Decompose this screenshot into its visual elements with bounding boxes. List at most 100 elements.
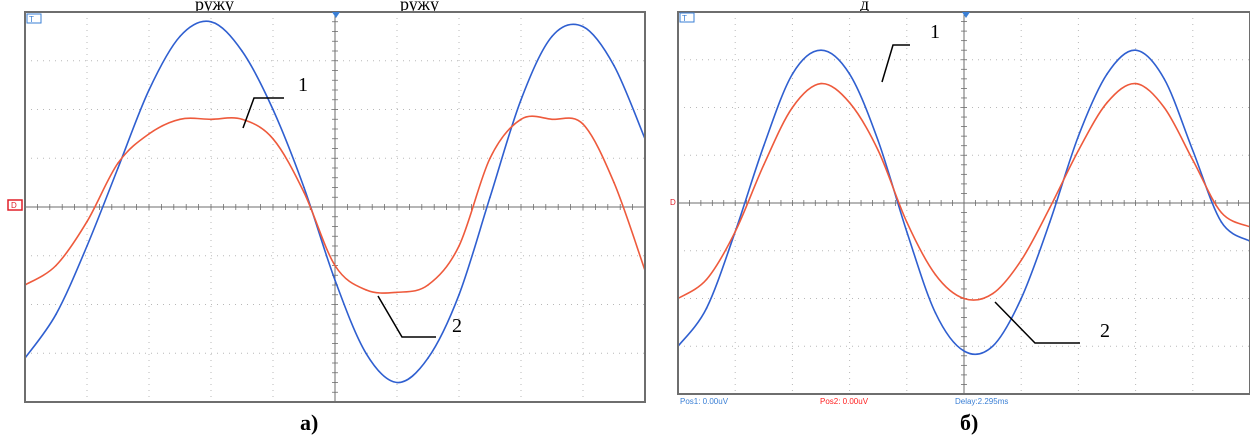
callout-2-line-b <box>994 301 1080 344</box>
trace-point-1-b <box>791 73 794 75</box>
panel-a-caption: а) <box>300 410 318 435</box>
trace-point-1-a <box>148 89 150 91</box>
trace-point-1-a <box>613 64 615 67</box>
svg-text:D: D <box>670 198 676 207</box>
trace-point-1-a <box>303 186 305 189</box>
ground-marker-a: D <box>7 199 23 211</box>
trace-point-2-a <box>148 133 150 135</box>
trace-point-1-b <box>1134 49 1137 51</box>
trace-point-1-b <box>991 345 994 348</box>
ground-marker-b: D <box>670 198 676 207</box>
callout-2-label-a: 2 <box>452 315 462 337</box>
panel-a-grid <box>24 11 646 403</box>
trace-point-2-a <box>55 264 57 267</box>
trace-point-2-a <box>427 284 429 286</box>
channel-1-marker-b: T <box>679 12 695 23</box>
svg-text:T: T <box>682 14 687 23</box>
trace-point-1-a <box>396 381 398 384</box>
trace-point-2-a <box>210 118 212 121</box>
trace-point-1-a <box>551 35 553 38</box>
footer-pos1: Pos1: 0.00uV <box>680 397 729 406</box>
trace-point-1-a <box>520 99 522 101</box>
trace-point-1-b <box>1077 135 1080 137</box>
trace-point-2-a <box>396 291 398 294</box>
trace-point-2-a <box>272 138 274 140</box>
header-fragment-2: ружу <box>400 0 439 14</box>
callout-2-label-b: 2 <box>1100 320 1110 342</box>
trace-point-1-b <box>705 307 708 309</box>
trace-point-1-b <box>934 312 937 314</box>
trace-point-1-a <box>210 21 212 23</box>
panel-a-traces <box>24 20 646 384</box>
callout-1-label-b: 1 <box>930 21 940 43</box>
trace-point-1-b <box>763 144 765 147</box>
trace-point-2-b <box>820 82 822 85</box>
trace-point-2-b <box>1077 149 1080 152</box>
trace-point-1-a <box>458 294 460 296</box>
trace-point-2-a <box>489 157 491 160</box>
trace-point-1-a <box>272 108 274 111</box>
callout-1-line-b <box>881 44 910 83</box>
trace-point-2-b <box>763 164 765 166</box>
trace-point-2-b <box>1049 207 1051 209</box>
trace-point-2-b <box>848 101 851 104</box>
trace-point-1-a <box>489 196 491 199</box>
trace-point-1-a <box>117 167 119 169</box>
trace-point-2-a <box>365 289 367 291</box>
trace-point-2-b <box>963 297 965 300</box>
oscillogram-panel-a: T D 1 2 а) <box>7 11 646 435</box>
svg-text:D: D <box>11 201 17 210</box>
trace-point-2-b <box>991 292 994 295</box>
trace-point-1-a <box>427 357 429 359</box>
trace-series-1-b <box>677 49 1250 356</box>
trace-point-2-b <box>1220 211 1223 214</box>
trace-point-1-a <box>179 35 181 38</box>
trace-point-1-b <box>1049 221 1051 223</box>
trace-point-2-b <box>1134 82 1137 85</box>
header-fragment-3: д <box>860 0 869 14</box>
panel-b-caption: б) <box>960 410 978 435</box>
trace-point-1-b <box>906 230 908 233</box>
trace-point-2-b <box>705 278 708 281</box>
trace-point-2-a <box>334 264 336 267</box>
trace-point-1-a <box>582 25 584 28</box>
header-fragment-1: ружу <box>195 0 234 14</box>
trace-point-1-b <box>1192 149 1194 152</box>
trace-point-2-b <box>791 106 794 109</box>
channel-1-marker-a: T <box>26 13 42 24</box>
svg-text:T: T <box>29 15 34 24</box>
footer-pos2: Pos2: 0.00uV <box>820 397 869 406</box>
trace-point-1-b <box>1163 78 1165 80</box>
trace-point-1-b <box>1020 297 1022 300</box>
trace-point-2-a <box>303 191 305 194</box>
panel-b-grid <box>677 11 1250 395</box>
panel-b-traces <box>677 49 1250 356</box>
trace-point-2-b <box>906 221 908 223</box>
trace-point-2-a <box>179 118 181 121</box>
trace-point-2-a <box>86 220 88 223</box>
trace-point-2-a <box>551 118 553 121</box>
trace-point-2-b <box>1163 106 1165 109</box>
trace-point-2-b <box>877 149 879 152</box>
trace-point-1-b <box>1220 221 1223 223</box>
trace-point-1-a <box>365 352 367 355</box>
trace-point-2-b <box>934 273 937 276</box>
trace-point-2-a <box>582 123 584 125</box>
trace-point-1-b <box>1106 73 1108 75</box>
callout-1-label-a: 1 <box>298 74 308 96</box>
trace-point-1-b <box>820 49 822 51</box>
trace-point-2-b <box>1106 101 1108 104</box>
trace-point-1-b <box>877 140 879 142</box>
trace-point-1-a <box>241 50 243 52</box>
trace-point-2-a <box>117 162 119 164</box>
trace-point-2-a <box>613 181 615 184</box>
oscillogram-panel-b: T D 1 2 Pos1: 0.00uV Pos2: 0.00uV Delay:… <box>670 11 1250 435</box>
trace-point-2-a <box>520 118 522 121</box>
trace-point-2-b <box>1192 159 1194 161</box>
callout-2-line-a <box>377 295 436 338</box>
trace-point-2-b <box>734 230 736 233</box>
trace-point-1-b <box>848 73 851 75</box>
trace-point-1-a <box>334 279 336 281</box>
trigger-marker-b <box>962 12 970 18</box>
trigger-marker-a <box>332 12 340 18</box>
